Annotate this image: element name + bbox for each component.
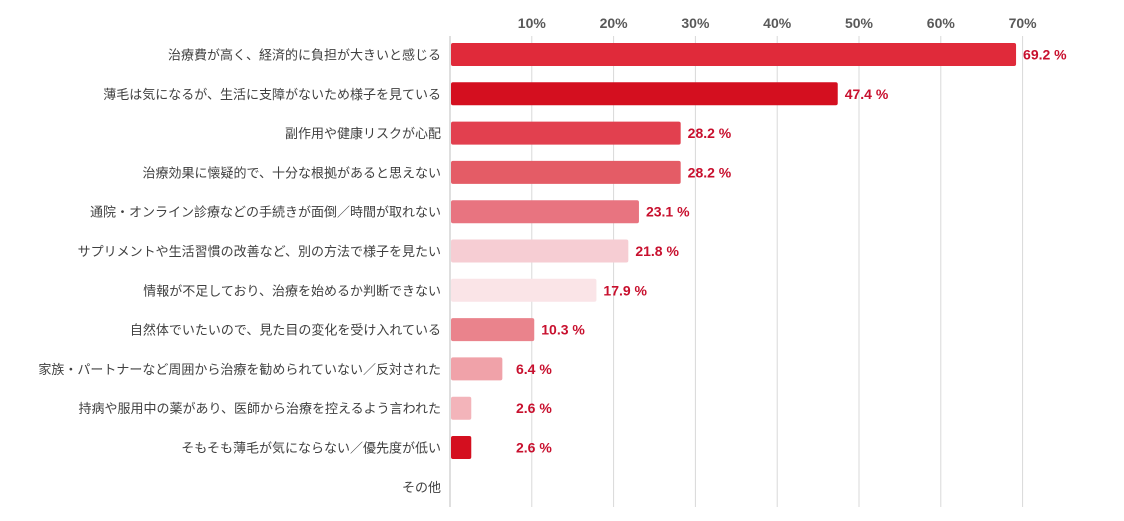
- data-label: 2.6 %: [516, 440, 552, 456]
- x-tick-label-20: 20%: [600, 15, 629, 31]
- data-label: 28.2 %: [688, 125, 732, 141]
- bar: [451, 396, 472, 420]
- data-label: 17.9 %: [603, 282, 647, 298]
- x-tick-label-10: 10%: [518, 15, 547, 31]
- x-tick-label-50: 50%: [845, 15, 874, 31]
- category-label: 家族・パートナーなど周囲から治療を勧められていない／反対された: [38, 362, 441, 378]
- category-label: そもそも薄毛が気にならない／優先度が低い: [181, 441, 441, 457]
- x-tick-label-40: 40%: [763, 15, 792, 31]
- data-label: 47.4 %: [845, 86, 889, 102]
- category-label: 治療費が高く、経済的に負担が大きいと感じる: [168, 48, 441, 64]
- bar: [451, 318, 535, 342]
- data-label: 23.1 %: [646, 204, 690, 220]
- bar: [451, 43, 1017, 66]
- bar: [451, 278, 597, 302]
- x-tick-label-60: 60%: [927, 15, 956, 31]
- category-label: 副作用や健康リスクが心配: [285, 126, 441, 142]
- category-label: 通院・オンライン診療などの手続きが面倒／時間が取れない: [90, 205, 441, 221]
- bar: [451, 160, 681, 184]
- bar: [451, 239, 629, 263]
- data-label: 69.2 %: [1023, 47, 1067, 63]
- data-label: 10.3 %: [541, 322, 585, 338]
- data-label: 6.4 %: [516, 361, 552, 377]
- category-label: 治療効果に懐疑的で、十分な根拠があると思えない: [143, 165, 441, 181]
- bar: [451, 200, 639, 224]
- x-tick-label-30: 30%: [681, 15, 710, 31]
- category-label: サプリメントや生活習慣の改善など、別の方法で様子を見たい: [78, 244, 441, 260]
- category-label: 自然体でいたいので、見た目の変化を受け入れている: [130, 323, 441, 339]
- category-label: 薄毛は気になるが、生活に支障がないため様子を見ている: [103, 87, 441, 103]
- x-tick-label-70: 70%: [1009, 15, 1038, 31]
- bar: [451, 82, 838, 106]
- category-label: 情報が不足しており、治療を始めるか判断できない: [143, 284, 441, 299]
- bar: [451, 121, 681, 145]
- category-label: 持病や服用中の薬があり、医師から治療を控えるよう言われた: [79, 402, 441, 417]
- data-label: 28.2 %: [688, 164, 732, 180]
- data-label: 2.6 %: [516, 400, 552, 416]
- bar: [451, 436, 472, 459]
- bar: [451, 357, 503, 381]
- data-label: 21.8 %: [635, 243, 679, 259]
- category-label: その他: [402, 481, 441, 496]
